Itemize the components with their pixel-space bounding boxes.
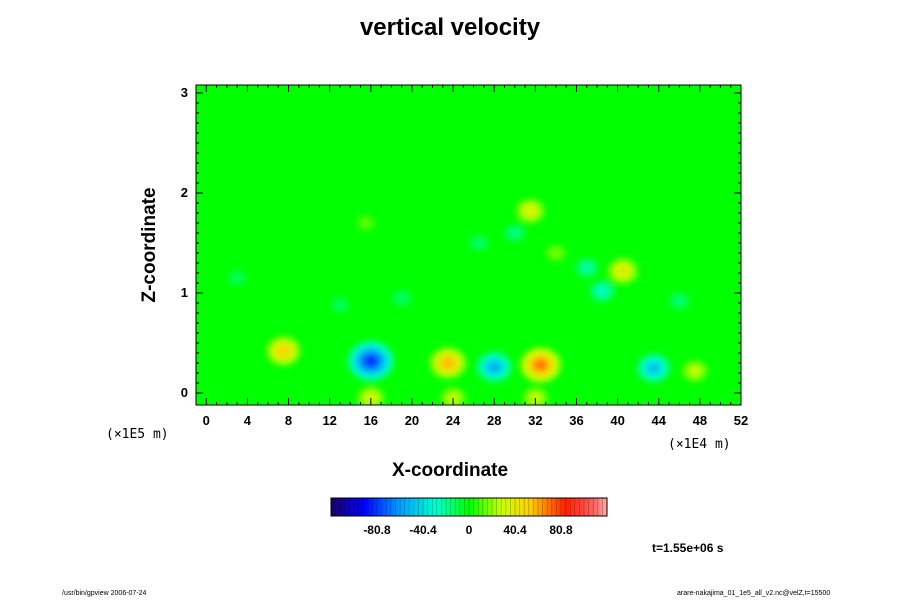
x-tick-label: 0 [202, 413, 210, 428]
x-tick-label: 20 [404, 413, 420, 428]
colorbar-frame [330, 497, 608, 517]
heatmap-cell [233, 275, 241, 281]
heatmap-cell [511, 230, 519, 236]
x-tick-label: 4 [243, 413, 252, 428]
y-axis-label: Z-coordinate [139, 187, 160, 303]
heatmap-cell [534, 359, 547, 371]
footer-right: arare-nakajima_01_1e5_all_v2.nc@velZ,t=1… [677, 590, 831, 597]
heatmap-cell [475, 240, 483, 246]
x-tick-label: 28 [486, 413, 502, 428]
heatmap-cell [336, 302, 344, 308]
heatmap-cell [552, 250, 560, 256]
x-tick-label: 48 [692, 413, 708, 428]
heatmap-cell [598, 287, 607, 295]
heatmap-cell [525, 207, 535, 215]
heatmap-cell [363, 354, 378, 368]
colorbar-tick-label: 0 [465, 523, 473, 537]
x-tick-label: 16 [363, 413, 379, 428]
heatmap-cell [617, 266, 628, 276]
heatmap-cell [398, 295, 406, 301]
heatmap-cell [582, 264, 591, 272]
y-tick-label: 0 [180, 385, 188, 400]
y-scale-label: (×1E5 m) [106, 427, 169, 442]
plot-frame [195, 84, 742, 406]
heatmap-cell [278, 346, 289, 356]
x-tick-label: 36 [569, 413, 584, 428]
x-scale-label: (×1E4 m) [668, 437, 731, 452]
x-tick-label: 12 [322, 413, 337, 428]
y-tick-label: 1 [180, 285, 188, 300]
colorbar-tick-label: 80.8 [549, 523, 573, 537]
x-axis-label: X-coordinate [391, 460, 509, 481]
heatmap-cell [362, 220, 369, 226]
heatmap-cell [442, 358, 454, 368]
chart-title: vertical velocity [359, 14, 541, 41]
x-tick-label: 32 [528, 413, 543, 428]
heatmap-cell [488, 362, 500, 372]
y-tick-label: 2 [180, 185, 188, 200]
colorbar-tick-label: -80.8 [363, 523, 391, 537]
y-tick-label: 3 [180, 85, 188, 100]
time-label: t=1.55e+06 s [652, 541, 724, 555]
colorbar-tick-label: -40.4 [409, 523, 437, 537]
colorbar-tick-label: 40.4 [503, 523, 527, 537]
y-tick-marks [196, 92, 741, 394]
x-tick-label: 8 [284, 413, 293, 428]
x-tick-marks [205, 85, 742, 405]
x-tick-label: 40 [610, 413, 625, 428]
x-tick-label: 52 [733, 413, 749, 428]
footer-left: /usr/bin/gpview 2006-07-24 [62, 590, 147, 597]
heatmap-cell [675, 298, 683, 304]
x-tick-label: 24 [445, 413, 461, 428]
heatmap-cell [648, 363, 659, 373]
colorbar-bands [335, 498, 603, 516]
colorbar [331, 498, 607, 516]
x-tick-label: 44 [651, 413, 666, 428]
heatmap-cell [690, 367, 699, 375]
